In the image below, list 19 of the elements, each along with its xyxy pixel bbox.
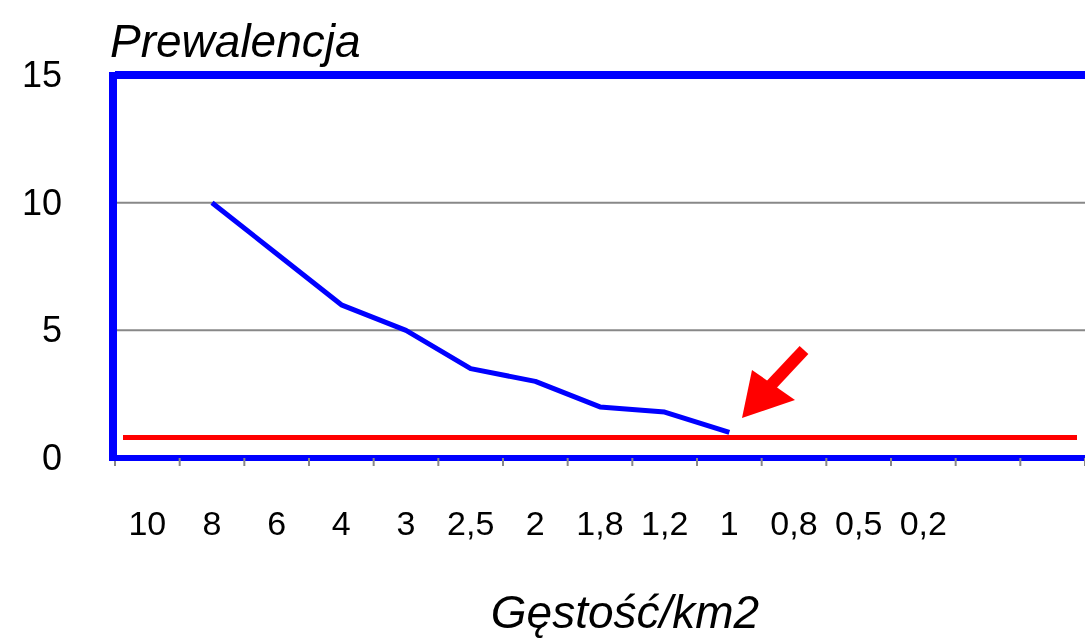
y-tick-label: 10: [21, 181, 62, 223]
x-tick-label: 3: [396, 504, 416, 542]
x-tick-label: 2,5: [447, 504, 495, 542]
x-axis-title: Gęstość/km2: [490, 586, 760, 638]
y-tick-label: 5: [41, 309, 62, 351]
y-axis-title: Prewalencja: [110, 15, 361, 67]
x-tick-label: 6: [267, 504, 287, 542]
x-tick-label: 10: [128, 504, 167, 542]
y-tick-label: 15: [21, 54, 62, 95]
x-tick-label: 0,8: [770, 504, 818, 542]
y-tick-label: 0: [41, 437, 62, 478]
x-tick-label: 4: [331, 504, 351, 542]
x-tick-label: 0,5: [835, 504, 883, 542]
x-tick-label: 0,2: [899, 504, 947, 542]
x-tick-label: 2: [525, 504, 545, 542]
x-tick-label: 1,2: [641, 504, 689, 542]
x-tick-label: 8: [202, 504, 222, 542]
x-tick-label: 1: [719, 504, 739, 542]
x-tick-label: 1,8: [576, 504, 624, 542]
